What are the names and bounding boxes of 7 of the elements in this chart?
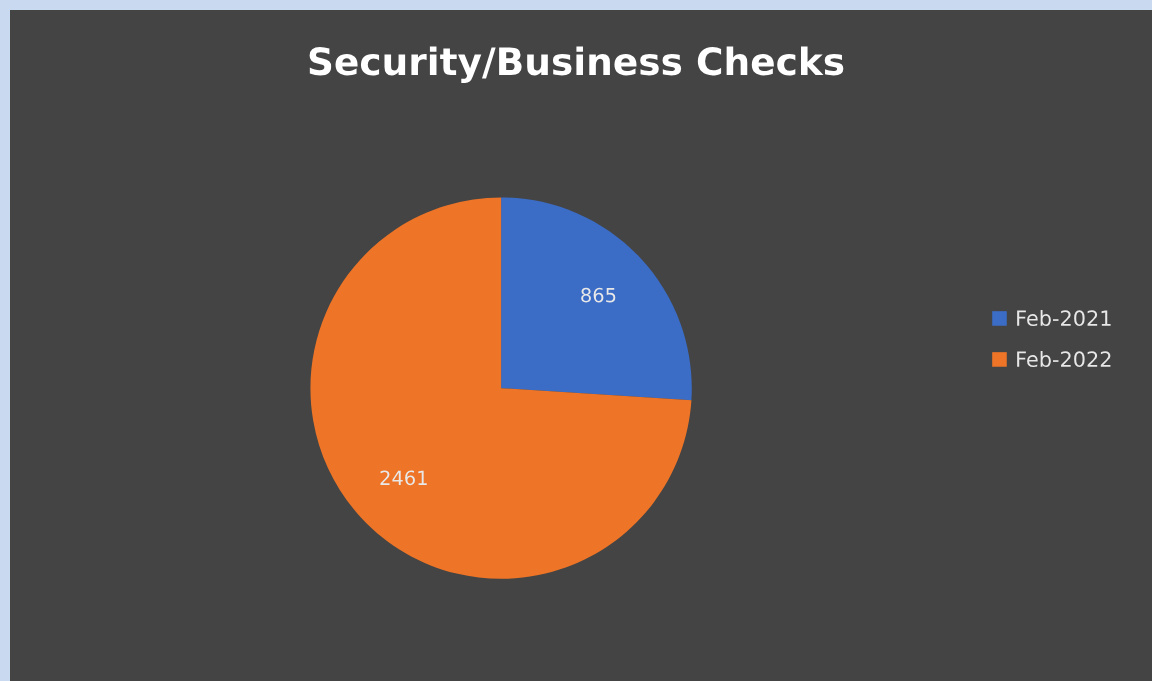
data-label: 865 (581, 287, 616, 303)
pie-slice (501, 197, 692, 401)
legend-label: Feb-2021 (1017, 309, 1111, 327)
legend-label: Feb-2022 (1017, 350, 1111, 368)
data-label: 2461 (380, 470, 427, 486)
pie-slice (310, 197, 692, 579)
chart-title: Security/Business Checks (309, 46, 844, 83)
